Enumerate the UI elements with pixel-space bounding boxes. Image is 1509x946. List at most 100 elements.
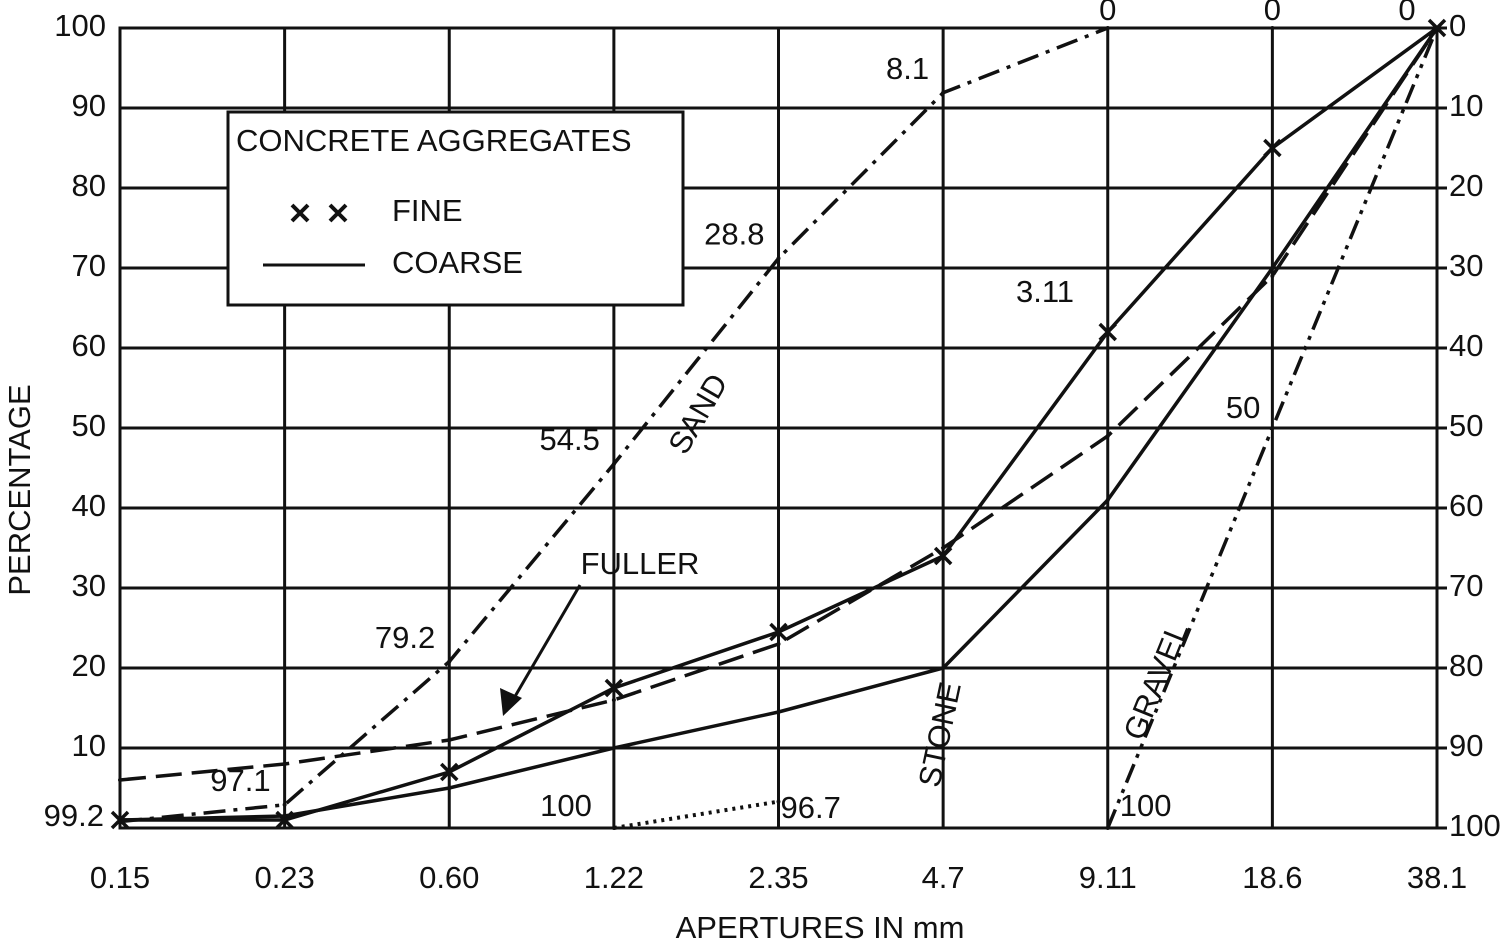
fuller-arrow bbox=[508, 584, 582, 706]
marker-x bbox=[933, 546, 953, 566]
x-tick-label: 2.35 bbox=[748, 860, 808, 895]
point bbox=[941, 546, 946, 550]
y2-tick-label: 70 bbox=[1449, 568, 1483, 603]
point bbox=[1105, 826, 1110, 830]
point bbox=[1270, 426, 1275, 430]
data-label: 0 bbox=[1398, 0, 1415, 27]
series-name-label: GRAVEL bbox=[1117, 617, 1196, 745]
y2-tick-label: 0 bbox=[1449, 8, 1466, 43]
point bbox=[447, 786, 452, 790]
marker bbox=[604, 678, 624, 698]
y2-tick-label: 80 bbox=[1449, 648, 1483, 683]
marker-x bbox=[1263, 138, 1282, 158]
y-tick-label: 80 bbox=[72, 168, 106, 203]
data-label: 100 bbox=[540, 788, 592, 823]
point bbox=[776, 799, 781, 804]
y-tick-label: 40 bbox=[72, 488, 106, 523]
point bbox=[611, 462, 616, 466]
point bbox=[282, 814, 287, 818]
data-label: 97.1 bbox=[210, 763, 270, 798]
legend-label: COARSE bbox=[392, 245, 523, 280]
point bbox=[1435, 26, 1439, 30]
point bbox=[447, 659, 452, 664]
legend: CONCRETE AGGREGATES FINE COARSE bbox=[226, 110, 685, 307]
x-tick-label: 18.6 bbox=[1242, 860, 1302, 895]
marker bbox=[933, 546, 953, 566]
series-line bbox=[119, 27, 1439, 782]
point bbox=[1105, 434, 1110, 438]
x-axis-title: APERTURES IN mm bbox=[676, 910, 965, 945]
y-tick-label: 70 bbox=[72, 248, 106, 283]
x-tick-label: 0.60 bbox=[419, 860, 479, 895]
point bbox=[776, 642, 781, 646]
y-tick-label: 60 bbox=[72, 328, 106, 363]
data-label: 8.1 bbox=[886, 51, 929, 86]
marker bbox=[440, 762, 459, 782]
legend-title: CONCRETE AGGREGATES bbox=[236, 123, 632, 158]
data-label: 79.2 bbox=[375, 620, 435, 655]
x-tick-label: 4.7 bbox=[922, 860, 965, 895]
legend-label: FINE bbox=[392, 193, 463, 228]
y2-tick-label: 90 bbox=[1449, 728, 1483, 763]
y-tick-label: 50 bbox=[72, 408, 106, 443]
series-line bbox=[613, 799, 779, 830]
data-label: 0 bbox=[1099, 0, 1116, 27]
marker bbox=[769, 622, 788, 642]
marker-x bbox=[440, 762, 459, 782]
series-name-label: FULLER bbox=[581, 546, 700, 581]
y-tick-label: 90 bbox=[72, 88, 106, 123]
annotation: 3.11 bbox=[1016, 274, 1074, 309]
y-tick-label: 100 bbox=[54, 8, 106, 43]
y2-tick-label: 30 bbox=[1449, 248, 1483, 283]
y-tick-label: 20 bbox=[72, 648, 106, 683]
y2-tick-label: 40 bbox=[1449, 328, 1483, 363]
marker-x bbox=[769, 622, 788, 642]
data-label: 0 bbox=[1264, 0, 1281, 27]
point bbox=[447, 738, 452, 742]
fuller-arrowhead bbox=[500, 688, 522, 716]
point bbox=[941, 666, 946, 670]
data-label: 99.2 bbox=[44, 798, 104, 833]
legend-marker bbox=[290, 203, 310, 223]
y2-tick-label: 20 bbox=[1449, 168, 1483, 203]
marker bbox=[1098, 322, 1117, 342]
y2-tick-label: 50 bbox=[1449, 408, 1483, 443]
y-tick-label: 30 bbox=[72, 568, 106, 603]
y-tick-label: 10 bbox=[72, 728, 106, 763]
legend-marker bbox=[328, 203, 348, 223]
point bbox=[118, 819, 122, 824]
data-label: 54.5 bbox=[540, 422, 600, 457]
data-label: 50 bbox=[1226, 390, 1260, 425]
y2-tick-label: 10 bbox=[1449, 88, 1483, 123]
point bbox=[1270, 274, 1275, 278]
y2-tick-label: 60 bbox=[1449, 488, 1483, 523]
marker-x bbox=[604, 678, 624, 698]
point bbox=[282, 762, 287, 766]
point bbox=[1270, 266, 1275, 270]
point bbox=[611, 698, 616, 702]
data-label: 100 bbox=[1120, 788, 1172, 823]
point bbox=[776, 710, 781, 714]
point bbox=[282, 802, 287, 807]
point bbox=[941, 90, 946, 95]
point bbox=[118, 778, 122, 782]
x-tick-label: 38.1 bbox=[1407, 860, 1467, 895]
y-axis-title: PERCENTAGE bbox=[2, 384, 37, 595]
series-name-label: SAND bbox=[661, 368, 734, 460]
series-name-label: STONE bbox=[912, 679, 968, 790]
data-label: 28.8 bbox=[704, 217, 764, 252]
marker bbox=[1263, 138, 1282, 158]
x-tick-label: 1.22 bbox=[584, 860, 644, 895]
x-tick-label: 0.23 bbox=[254, 860, 314, 895]
point bbox=[1270, 26, 1275, 30]
data-label: 96.7 bbox=[781, 790, 841, 825]
marker-x bbox=[1098, 322, 1117, 342]
x-tick-label: 9.11 bbox=[1079, 860, 1137, 895]
point bbox=[1105, 498, 1110, 502]
point bbox=[611, 826, 616, 830]
point bbox=[776, 256, 781, 261]
point bbox=[1105, 26, 1110, 30]
point bbox=[611, 746, 616, 750]
x-tick-label: 0.15 bbox=[90, 860, 150, 895]
